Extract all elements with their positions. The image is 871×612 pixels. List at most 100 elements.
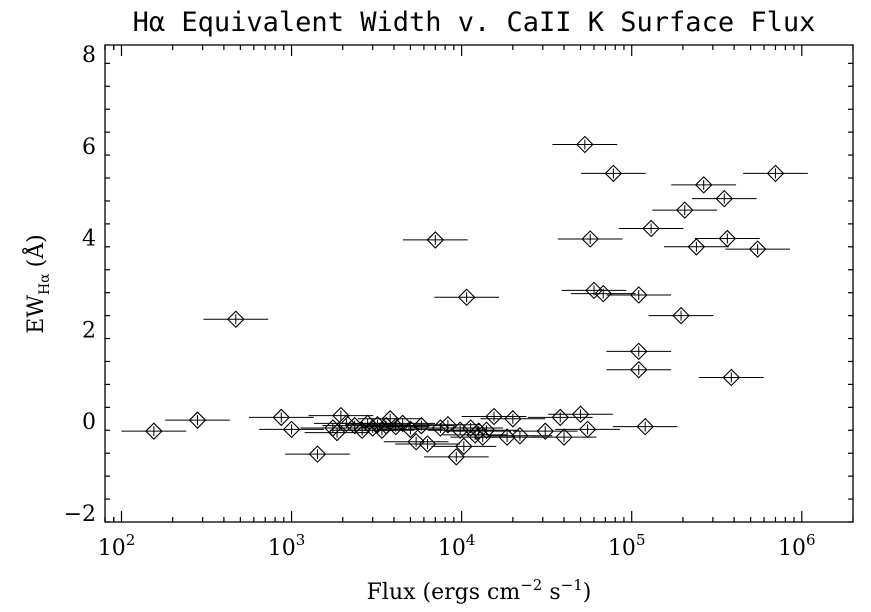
diamond-marker — [308, 445, 327, 463]
data-point — [527, 408, 593, 427]
data-point — [552, 135, 618, 154]
diamond-marker — [504, 410, 522, 428]
data-point — [259, 420, 324, 439]
diamond-marker — [473, 428, 492, 446]
x-tick-label: 104 — [438, 531, 476, 561]
data-point — [555, 420, 620, 439]
diamond-marker — [439, 415, 457, 434]
diamond-marker — [418, 435, 437, 453]
data-point — [691, 189, 757, 208]
diamond-marker — [722, 368, 741, 387]
plot-frame — [104, 44, 854, 523]
y-axis: −2 0 2 4 6 8 — [64, 43, 853, 527]
diamond-marker — [718, 229, 737, 248]
data-point — [203, 310, 269, 329]
diamond-marker — [145, 422, 163, 440]
diamond-marker — [485, 407, 503, 426]
diamond-marker — [687, 238, 706, 256]
diamond-marker — [455, 437, 473, 456]
data-points — [121, 135, 808, 466]
diamond-marker — [604, 164, 623, 183]
diamond-marker — [393, 414, 412, 433]
data-point — [304, 423, 370, 442]
y-tick-label: −2 — [64, 502, 96, 527]
data-point — [557, 230, 623, 248]
y-tick-label: 8 — [82, 43, 96, 68]
diamond-marker — [412, 416, 431, 435]
diamond-marker — [629, 360, 648, 379]
x-tick-label: 106 — [778, 531, 816, 561]
diamond-marker — [272, 408, 291, 427]
diamond-marker — [282, 420, 301, 439]
x-tick-label: 103 — [268, 531, 306, 561]
data-point — [606, 360, 672, 379]
diamond-marker — [551, 408, 570, 427]
diamond-marker — [571, 405, 590, 423]
diamond-marker — [457, 288, 476, 307]
y-tick-label: 2 — [82, 318, 96, 343]
diamond-marker — [447, 448, 466, 466]
diamond-marker — [629, 286, 648, 304]
diamond-marker — [188, 411, 207, 429]
diamond-marker — [555, 428, 573, 446]
y-tick-label: 0 — [82, 410, 96, 435]
data-point — [652, 201, 718, 219]
y-axis-label-unit: (Å) — [21, 234, 49, 267]
data-point — [606, 286, 672, 304]
x-tick-label: 102 — [98, 531, 136, 561]
diamond-marker — [629, 342, 648, 361]
data-point — [612, 417, 678, 436]
data-point — [402, 231, 468, 249]
x-tick-label: 105 — [608, 531, 646, 561]
y-tick-label: 4 — [82, 227, 96, 252]
x-axis-label: Flux (ergs cm−2 s−1) — [367, 576, 592, 605]
diamond-marker — [536, 422, 554, 440]
data-point — [548, 405, 613, 423]
data-point — [648, 306, 714, 325]
y-axis-label: EWHα (Å) — [21, 234, 53, 333]
data-point — [370, 414, 436, 433]
diamond-marker — [585, 281, 603, 300]
diamond-marker — [469, 422, 488, 440]
diamond-marker — [373, 421, 391, 440]
data-point — [570, 284, 636, 303]
data-point — [698, 368, 764, 387]
chart-title: Hα Equivalent Width v. CaII K Surface Fl… — [133, 7, 816, 38]
diamond-marker — [766, 164, 785, 183]
data-point — [165, 411, 230, 429]
diamond-marker — [387, 417, 405, 436]
data-point — [389, 416, 454, 435]
diamond-marker — [642, 219, 660, 238]
diamond-marker — [581, 230, 599, 248]
data-point — [345, 415, 410, 434]
diamond-marker — [431, 419, 450, 437]
data-point — [121, 422, 187, 440]
data-point — [725, 240, 791, 258]
x-axis: 102 103 104 105 106 — [98, 45, 854, 561]
diamond-marker — [426, 231, 445, 249]
data-point — [480, 410, 546, 428]
diamond-marker — [576, 135, 594, 154]
data-point — [395, 435, 460, 453]
data-point — [431, 437, 497, 456]
data-point — [743, 164, 808, 183]
data-point — [671, 176, 737, 194]
diamond-marker — [672, 306, 690, 325]
data-point — [694, 229, 760, 248]
diamond-marker — [368, 415, 387, 434]
data-point — [383, 432, 449, 451]
diamond-marker — [511, 426, 529, 445]
data-point — [561, 281, 627, 300]
data-point — [606, 342, 672, 361]
data-point — [248, 408, 314, 427]
diamond-marker — [694, 176, 713, 194]
y-axis-label-subscript: Hα — [37, 273, 53, 295]
diamond-marker — [407, 432, 425, 451]
data-point — [285, 445, 350, 463]
y-axis-label-main: EW — [24, 295, 49, 334]
diamond-marker — [477, 421, 496, 440]
y-tick-label: 6 — [82, 135, 96, 160]
data-point — [580, 164, 646, 183]
diamond-marker — [715, 189, 734, 208]
